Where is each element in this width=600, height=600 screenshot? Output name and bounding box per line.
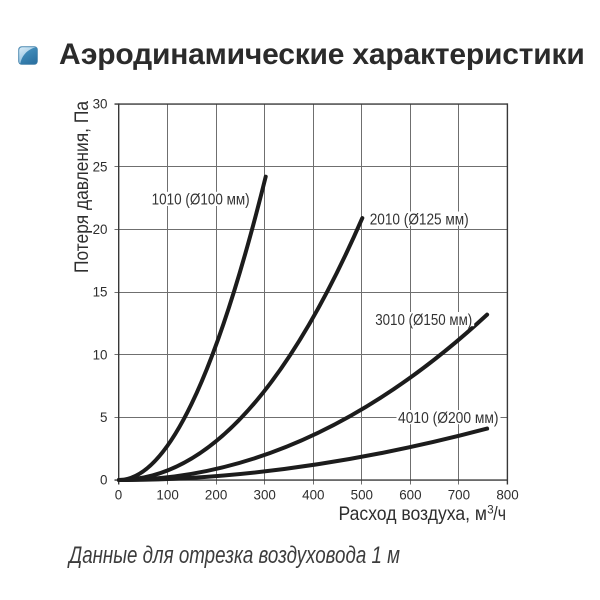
svg-text:400: 400	[302, 488, 324, 503]
svg-text:20: 20	[93, 222, 108, 237]
svg-text:Потеря давления, Па: Потеря давления, Па	[72, 101, 93, 273]
svg-text:0: 0	[100, 473, 107, 488]
svg-text:200: 200	[205, 488, 227, 503]
svg-text:2010 (Ø125 мм): 2010 (Ø125 мм)	[370, 211, 469, 228]
svg-text:600: 600	[399, 488, 421, 503]
svg-text:500: 500	[351, 488, 373, 503]
svg-text:3: 3	[487, 505, 493, 517]
svg-text:100: 100	[156, 488, 178, 503]
svg-text:Расход воздуха, м: Расход воздуха, м	[339, 503, 488, 525]
svg-text:5: 5	[100, 410, 107, 425]
svg-text:15: 15	[93, 285, 108, 300]
svg-text:700: 700	[448, 488, 470, 503]
svg-text:1010 (Ø100 мм): 1010 (Ø100 мм)	[152, 192, 250, 209]
svg-text:10: 10	[93, 347, 108, 362]
svg-text:30: 30	[93, 97, 108, 112]
svg-text:0: 0	[115, 488, 122, 503]
svg-text:800: 800	[496, 488, 518, 503]
svg-text:300: 300	[254, 488, 276, 503]
svg-text:25: 25	[93, 159, 108, 174]
svg-text:3010 (Ø150 мм): 3010 (Ø150 мм)	[375, 312, 472, 329]
svg-text:4010 (Ø200 мм): 4010 (Ø200 мм)	[398, 410, 499, 427]
svg-text:/ч: /ч	[493, 503, 506, 525]
